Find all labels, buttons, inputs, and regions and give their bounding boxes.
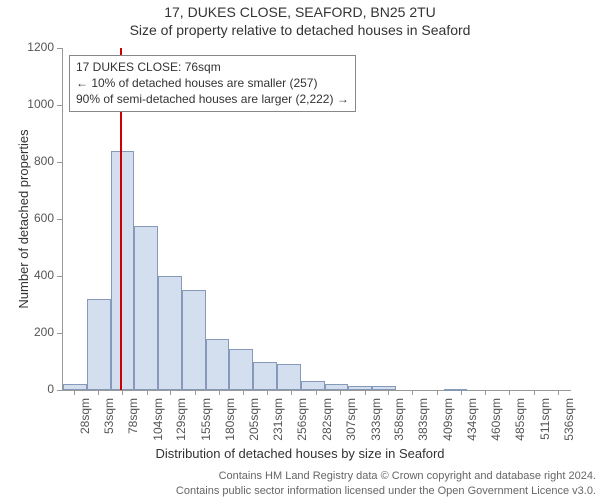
histogram-bar [182,290,206,390]
y-tick-label: 200 [24,325,54,339]
x-tick-mark [340,390,341,395]
y-tick-mark [57,48,62,49]
histogram-bar [158,276,182,390]
chart-container: 17, DUKES CLOSE, SEAFORD, BN25 2TU Size … [0,0,600,500]
x-tick-mark [74,390,75,395]
histogram-bar [301,381,325,390]
x-tick-label: 333sqm [369,398,383,448]
x-tick-label: 256sqm [295,398,309,448]
x-tick-label: 231sqm [271,398,285,448]
footer-line-2: Contains public sector information licen… [0,484,596,498]
x-tick-mark [558,390,559,395]
x-tick-mark [147,390,148,395]
x-tick-label: 511sqm [538,398,552,448]
y-tick-mark [57,162,62,163]
x-tick-mark [485,390,486,395]
x-tick-mark [412,390,413,395]
histogram-bar [134,226,158,390]
histogram-bar [229,349,253,390]
histogram-bar [325,384,349,390]
x-tick-mark [437,390,438,395]
reference-info-box: 17 DUKES CLOSE: 76sqm ← 10% of detached … [69,55,356,112]
x-tick-label: 460sqm [489,398,503,448]
info-line-1: 17 DUKES CLOSE: 76sqm [76,59,349,75]
info-line-3: 90% of semi-detached houses are larger (… [76,91,349,107]
x-tick-mark [316,390,317,395]
x-tick-mark [98,390,99,395]
x-tick-mark [291,390,292,395]
chart-address-title: 17, DUKES CLOSE, SEAFORD, BN25 2TU [0,4,600,20]
x-tick-label: 358sqm [392,398,406,448]
attribution-footer: Contains HM Land Registry data © Crown c… [0,469,600,498]
x-tick-mark [509,390,510,395]
x-tick-label: 129sqm [174,398,188,448]
x-tick-mark [388,390,389,395]
y-tick-label: 800 [24,154,54,168]
footer-line-1: Contains HM Land Registry data © Crown c… [0,469,596,483]
histogram-bar [206,339,230,390]
x-tick-mark [461,390,462,395]
x-tick-mark [534,390,535,395]
x-tick-label: 536sqm [562,398,576,448]
x-tick-mark [122,390,123,395]
y-tick-label: 400 [24,268,54,282]
y-tick-mark [57,105,62,106]
x-tick-mark [243,390,244,395]
y-tick-label: 1000 [24,97,54,111]
y-tick-mark [57,276,62,277]
histogram-bar [253,362,277,391]
y-tick-mark [57,219,62,220]
y-tick-label: 0 [24,382,54,396]
info-line-2: ← 10% of detached houses are smaller (25… [76,75,349,91]
x-tick-label: 205sqm [247,398,261,448]
x-tick-label: 28sqm [78,398,92,448]
x-axis-label: Distribution of detached houses by size … [0,446,600,461]
histogram-bar [111,151,135,390]
histogram-bar [444,389,468,391]
x-tick-mark [365,390,366,395]
x-tick-label: 409sqm [441,398,455,448]
y-tick-label: 600 [24,211,54,225]
histogram-bar [277,364,301,390]
y-tick-label: 1200 [24,40,54,54]
x-tick-label: 383sqm [416,398,430,448]
histogram-bar [87,299,111,390]
x-tick-label: 78sqm [126,398,140,448]
x-tick-mark [170,390,171,395]
histogram-bar [372,386,396,390]
y-tick-mark [57,390,62,391]
y-tick-mark [57,333,62,334]
x-tick-label: 307sqm [344,398,358,448]
x-tick-label: 485sqm [513,398,527,448]
x-tick-mark [219,390,220,395]
chart-subtitle: Size of property relative to detached ho… [0,22,600,38]
x-tick-label: 180sqm [223,398,237,448]
x-tick-label: 53sqm [102,398,116,448]
x-tick-label: 282sqm [320,398,334,448]
x-tick-label: 155sqm [199,398,213,448]
x-tick-mark [195,390,196,395]
x-tick-label: 434sqm [465,398,479,448]
x-tick-mark [267,390,268,395]
x-tick-label: 104sqm [151,398,165,448]
histogram-bar [348,386,372,390]
